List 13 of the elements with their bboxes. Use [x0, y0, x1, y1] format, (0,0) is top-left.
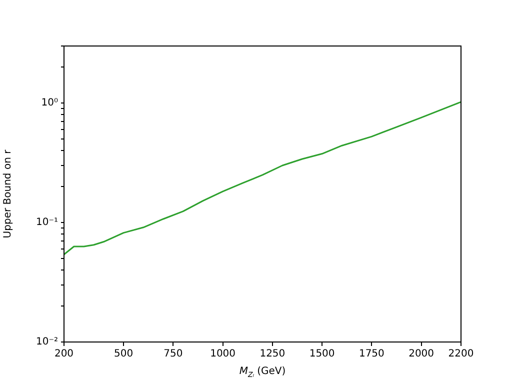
x-tick-label: 1250 — [260, 348, 286, 360]
y-tick-label: 10⁻² — [36, 336, 58, 348]
x-tick-label: 2000 — [408, 348, 434, 360]
x-tick-label: 1500 — [309, 348, 335, 360]
x-tick-label: 1000 — [210, 348, 236, 360]
x-tick-label: 200 — [54, 348, 74, 360]
x-tick-label: 1750 — [358, 348, 384, 360]
x-tick-label: 2200 — [448, 348, 474, 360]
x-tick-label: 750 — [164, 348, 183, 360]
y-tick-label: 10⁻¹ — [36, 217, 58, 228]
y-tick-label: 10⁰ — [41, 98, 58, 109]
y-axis-title: Upper Bound on r — [2, 148, 14, 238]
x-tick-label: 500 — [114, 348, 134, 360]
